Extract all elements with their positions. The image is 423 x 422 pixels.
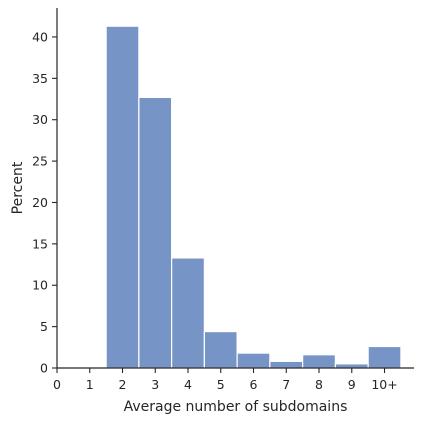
x-tick-label: 6 [250,377,258,392]
x-tick-label: 0 [53,377,61,392]
y-tick-label: 35 [32,71,48,86]
bar-2 [105,25,140,369]
bar-3 [138,96,173,369]
x-tick-label: 1 [86,377,94,392]
y-tick-label: 30 [32,112,48,127]
x-tick-label: 2 [119,377,127,392]
bar-5 [203,330,238,369]
bar-7 [269,360,304,369]
y-tick-label: 10 [32,278,48,293]
bar-10+ [367,345,402,369]
x-tick-label: 5 [217,377,225,392]
x-axis: 0 1 2 3 4 5 6 7 8 9 10+ [53,367,414,392]
x-tick-label: 7 [282,377,290,392]
x-tick-label: 8 [315,377,323,392]
x-tick-label: 10+ [371,377,397,392]
y-tick-label: 15 [32,236,48,251]
bars-group [105,25,402,369]
x-axis-label: Average number of subdomains [124,399,348,415]
x-tick-label: 9 [348,377,356,392]
x-tick-label: 3 [151,377,159,392]
x-tick-label: 4 [184,377,192,392]
bar-4 [171,257,205,369]
y-tick-label: 25 [32,154,48,169]
y-axis: 0 5 10 15 20 25 30 35 40 [32,8,58,376]
bar-8 [302,354,336,369]
y-tick-label: 20 [32,195,48,210]
y-tick-label: 40 [32,29,48,44]
bar-9 [334,363,369,369]
y-tick-label: 0 [40,361,48,376]
bar-6 [236,352,271,369]
y-tick-label: 5 [40,319,48,334]
y-axis-label: Percent [10,161,26,214]
